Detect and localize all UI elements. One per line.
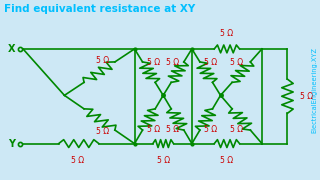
- Text: Y: Y: [8, 139, 15, 148]
- Text: X: X: [8, 44, 15, 54]
- Text: 5 Ω: 5 Ω: [147, 58, 160, 67]
- Text: Find equivalent resistance at XY: Find equivalent resistance at XY: [4, 4, 195, 14]
- Text: 5 Ω: 5 Ω: [166, 125, 179, 134]
- Text: 5 Ω: 5 Ω: [220, 156, 234, 165]
- Text: 5 Ω: 5 Ω: [204, 58, 218, 67]
- Text: 5 Ω: 5 Ω: [96, 127, 109, 136]
- Text: 5 Ω: 5 Ω: [220, 29, 234, 38]
- Text: 5 Ω: 5 Ω: [230, 58, 243, 67]
- Text: ElectricalEngineering.XYZ: ElectricalEngineering.XYZ: [312, 47, 317, 133]
- Text: 5 Ω: 5 Ω: [204, 125, 218, 134]
- Text: 5 Ω: 5 Ω: [230, 125, 243, 134]
- Text: 5 Ω: 5 Ω: [71, 156, 84, 165]
- Text: 5 Ω: 5 Ω: [96, 56, 109, 65]
- Text: 5 Ω: 5 Ω: [156, 156, 170, 165]
- Text: 5 Ω: 5 Ω: [166, 58, 179, 67]
- Text: 5 Ω: 5 Ω: [300, 92, 313, 101]
- Text: 5 Ω: 5 Ω: [147, 125, 160, 134]
